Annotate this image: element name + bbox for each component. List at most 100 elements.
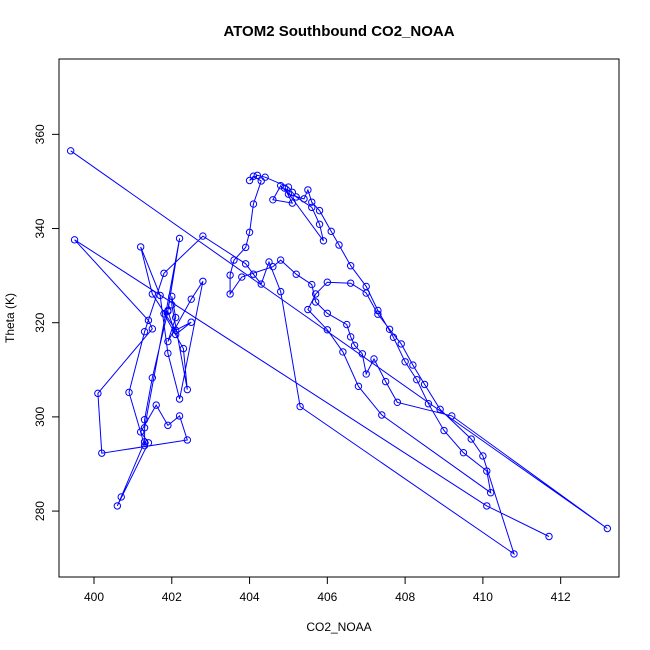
y-axis-label: Theta (K) [3, 293, 17, 343]
data-point [148, 374, 157, 382]
data-point [249, 200, 258, 208]
data-point [304, 305, 312, 314]
y-tick-label: 300 [33, 407, 47, 427]
data-point [350, 341, 359, 350]
y-tick-label: 340 [33, 218, 47, 238]
data-point [148, 290, 157, 298]
data-point [319, 237, 328, 245]
y-tick-label: 280 [33, 501, 47, 521]
data-point [171, 313, 180, 322]
data-point [420, 380, 429, 389]
data-point [265, 258, 273, 266]
data-point [346, 279, 355, 287]
x-axis-label: CO2_NOAA [306, 620, 371, 634]
x-tick-label: 404 [240, 590, 260, 604]
data-point [136, 428, 145, 436]
data-point [98, 449, 106, 457]
data-point [288, 188, 297, 196]
data-point [187, 318, 195, 326]
data-point [304, 186, 312, 194]
data-point [175, 234, 184, 243]
data-point [179, 344, 188, 353]
data-point [140, 438, 149, 446]
data-point [308, 203, 316, 212]
data-point [486, 489, 495, 497]
data-point [175, 412, 184, 420]
data-point [117, 493, 125, 501]
data-point [300, 195, 308, 203]
data-point [323, 326, 332, 334]
data-point [241, 243, 250, 252]
data-point [144, 316, 153, 325]
data-point [343, 320, 351, 329]
data-point [175, 395, 184, 403]
data-point [288, 199, 297, 207]
data-point [171, 330, 180, 339]
x-tick-label: 412 [551, 590, 571, 604]
x-tick-label: 410 [473, 590, 493, 604]
data-point [311, 290, 320, 298]
data-point [362, 289, 370, 297]
data-point [249, 270, 258, 278]
data-point [510, 550, 518, 558]
data-point [315, 206, 324, 215]
data-point [311, 298, 320, 306]
data-point [284, 190, 293, 198]
data-point [226, 290, 234, 298]
data-point [199, 277, 207, 285]
data-point [257, 177, 265, 185]
data-point [199, 232, 207, 240]
x-tick-label: 402 [162, 590, 182, 604]
data-point [160, 269, 168, 277]
data-point [125, 388, 133, 397]
data-point [323, 278, 332, 286]
x-tick-label: 406 [317, 590, 337, 604]
data-point [276, 181, 285, 190]
data-point [66, 147, 75, 155]
data-point [358, 350, 367, 358]
data-point [249, 172, 258, 180]
data-point [335, 241, 343, 249]
data-point [276, 256, 285, 264]
data-point [226, 271, 234, 279]
data-point [156, 291, 164, 300]
data-point [413, 375, 421, 384]
data-point [479, 452, 487, 460]
data-point [168, 301, 176, 309]
x-tick-label: 408 [395, 590, 415, 604]
x-tick-label: 400 [84, 590, 104, 604]
data-point [168, 292, 176, 301]
data-point [164, 337, 172, 346]
data-point [483, 467, 491, 475]
data-point [164, 307, 172, 316]
data-point [385, 325, 394, 334]
y-axis: 280 300 320 340 360 [33, 124, 59, 521]
data-point [436, 405, 444, 414]
data-point [144, 439, 153, 447]
data-point [374, 310, 382, 318]
data-point [327, 227, 335, 236]
data-point [230, 256, 238, 264]
data-point [136, 243, 145, 251]
data-point [448, 412, 456, 420]
data-point [393, 398, 402, 406]
data-point [424, 400, 433, 408]
data-point [238, 273, 246, 281]
data-point [171, 326, 180, 334]
data-point [483, 502, 491, 510]
data-point [160, 310, 168, 318]
data-point [292, 193, 300, 201]
data-point [280, 184, 289, 192]
data-point [276, 287, 285, 296]
data-point [140, 424, 149, 432]
data-point [440, 426, 448, 435]
data-point [261, 173, 269, 181]
data-point [164, 349, 172, 358]
data-point [339, 348, 347, 356]
data-point [409, 361, 417, 369]
data-point [315, 220, 324, 228]
data-point [94, 389, 102, 398]
chart-title: ATOM2 Southbound CO2_NOAA [223, 23, 454, 40]
